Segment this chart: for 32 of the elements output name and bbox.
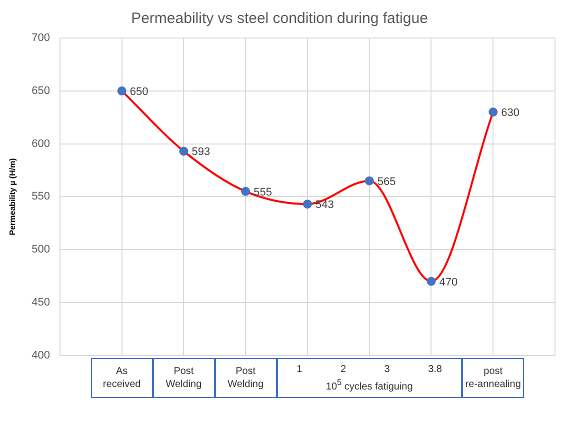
point	[302, 200, 312, 209]
data-label: 650	[130, 86, 148, 98]
y-tick-label: 500	[32, 244, 50, 256]
point	[117, 86, 126, 96]
text: 10$^{5}$ cycles fatiguing	[324, 376, 414, 394]
data-label: 593	[192, 146, 210, 158]
x-tick-label: As received	[90, 358, 153, 398]
point	[426, 276, 436, 286]
y-tick-label: 600	[32, 138, 50, 150]
text: 3	[384, 363, 390, 376]
chart-title: Permeability vs steel condition during fatigue	[131, 10, 428, 28]
data-label: 470	[439, 276, 458, 288]
y-tick-label: 550	[32, 190, 50, 203]
data-label: 565	[377, 176, 396, 188]
data-label: 555	[254, 186, 272, 198]
y-tick-label: 650	[32, 84, 50, 97]
point	[179, 146, 188, 156]
data-label: 543	[315, 199, 334, 212]
text: 2	[340, 363, 346, 376]
point	[241, 186, 250, 196]
x-tick-label: post re-annealing	[462, 358, 524, 398]
text: 3.8	[428, 363, 442, 376]
x-tick-label: Post Welding	[214, 358, 277, 398]
x-tick-label: Post Welding	[152, 358, 215, 398]
y-tick-label: 450	[32, 296, 50, 309]
data-label: 630	[501, 107, 520, 120]
point	[364, 176, 374, 186]
y-axis-title: Permeability µ (H/m)	[8, 158, 18, 236]
y-tick-label: 700	[32, 32, 50, 44]
text: 1	[296, 363, 302, 376]
point	[488, 108, 498, 117]
y-tick-label: 400	[32, 349, 50, 362]
